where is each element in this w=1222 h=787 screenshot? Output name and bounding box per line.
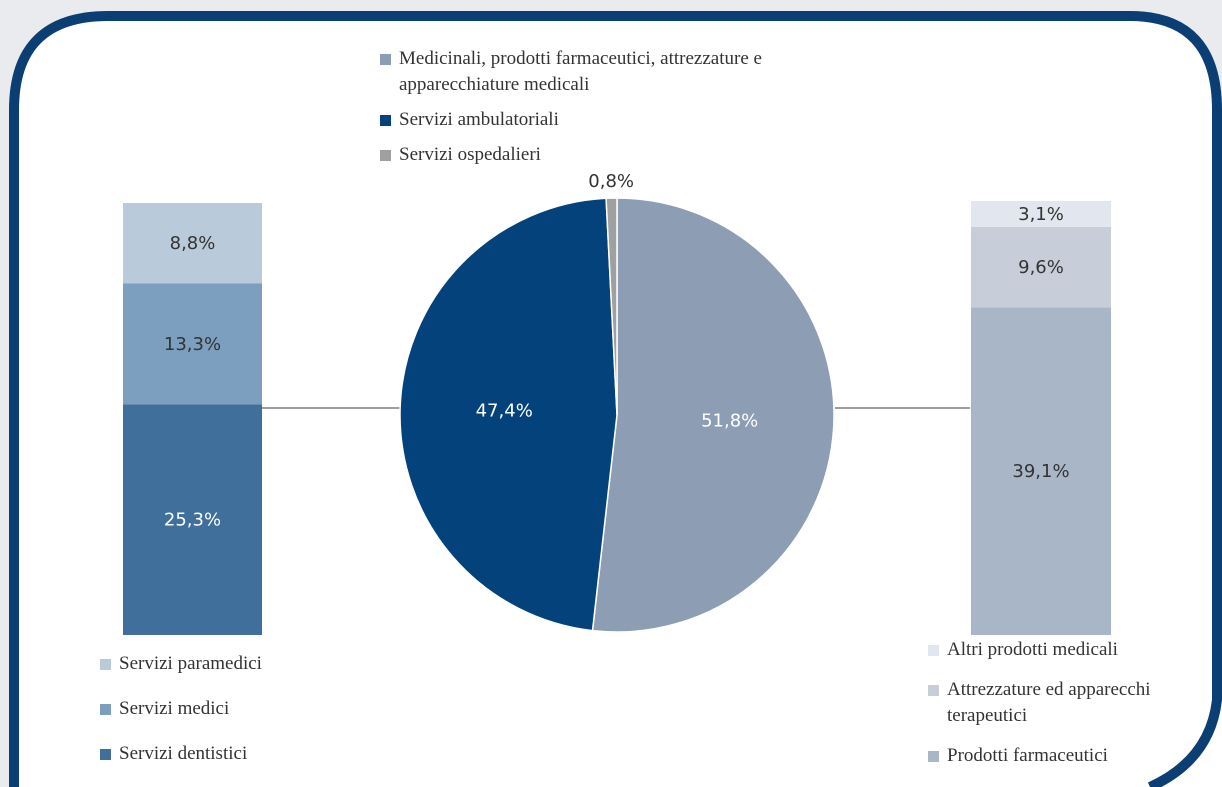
legend-swatch [100, 749, 111, 760]
legend-label: Attrezzature ed apparecchi terapeutici [947, 679, 1151, 726]
pie-slice [605, 197, 618, 416]
frame [9, 11, 1222, 787]
data-label: 3,1% [1018, 204, 1064, 225]
pie-slice [591, 197, 835, 633]
bar-segment [123, 203, 262, 284]
data-label: 13,3% [164, 334, 221, 355]
data-label: 47,4% [476, 400, 533, 421]
legend-label: Medicinali, prodotti farmaceutici, attre… [399, 48, 762, 95]
legend-item: Attrezzature ed apparecchi terapeutici [928, 677, 1153, 729]
legend: Medicinali, prodotti farmaceutici, attre… [380, 46, 870, 168]
legend: Altri prodotti medicali Attrezzature ed a… [928, 637, 1153, 769]
legend-swatch [928, 751, 939, 762]
legend-item: Servizi ospedalieri [380, 142, 870, 168]
legend-item: Altri prodotti medicali [928, 637, 1153, 663]
data-label: 8,8% [170, 233, 216, 254]
legend-item: Prodotti farmaceutici [928, 743, 1153, 769]
legend-item: Servizi medici [100, 696, 360, 722]
bar-segment [123, 283, 262, 405]
bar-segment [971, 307, 1111, 635]
legend: Servizi paramedici Servizi medici Servizi … [100, 651, 360, 767]
legend-label: Prodotti farmaceutici [947, 745, 1108, 766]
legend-swatch [100, 704, 111, 715]
bar-segment [123, 404, 262, 635]
legend-swatch [928, 685, 939, 696]
data-label: 39,1% [1012, 461, 1069, 482]
legend-label: Altri prodotti medicali [947, 639, 1118, 660]
legend-label: Servizi paramedici [119, 653, 262, 674]
data-label: 25,3% [164, 510, 221, 531]
legend-swatch [380, 54, 391, 65]
pie-slice [399, 197, 618, 632]
legend-item: Servizi dentistici [100, 741, 360, 767]
legend-item: Medicinali, prodotti farmaceutici, attre… [380, 46, 870, 98]
legend-swatch [928, 645, 939, 656]
legend-label: Servizi ambulatoriali [399, 109, 559, 130]
legend-label: Servizi medici [119, 698, 230, 719]
data-label: 51,8% [701, 410, 758, 431]
data-label: 9,6% [1018, 257, 1064, 278]
legend-swatch [100, 659, 111, 670]
legend-label: Servizi ospedalieri [399, 144, 541, 165]
legend-swatch [380, 150, 391, 161]
bar-segment [971, 201, 1111, 227]
data-label: 0,8% [588, 171, 634, 192]
legend-swatch [380, 115, 391, 126]
legend-label: Servizi dentistici [119, 743, 248, 764]
legend-item: Servizi ambulatoriali [380, 107, 870, 133]
legend-item: Servizi paramedici [100, 651, 360, 677]
bar-segment [971, 226, 1111, 308]
